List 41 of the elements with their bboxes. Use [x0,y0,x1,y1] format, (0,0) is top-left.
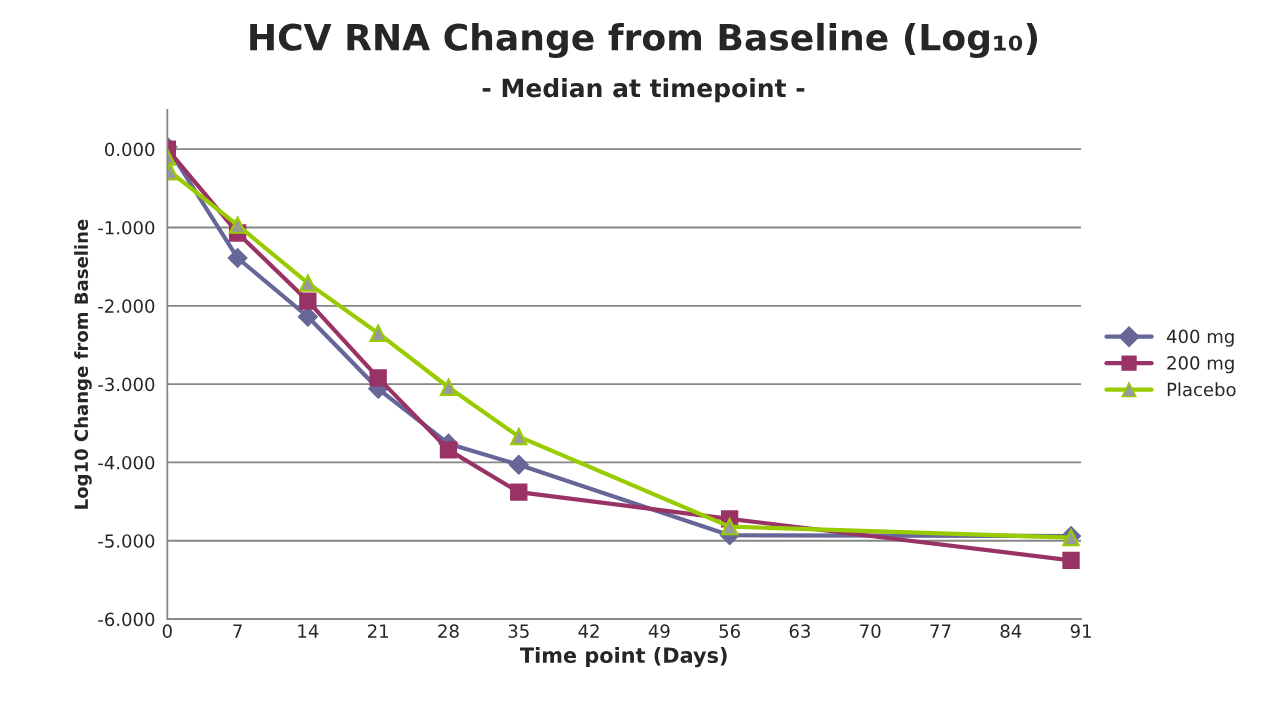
x-tick-label: 42 [578,624,599,638]
point [369,324,387,342]
x-axis-title: Time point (Days) [520,646,727,668]
x-tick-label: 49 [648,624,670,638]
x-tick-label: 77 [930,624,951,638]
y-axis-title: Log10 Change from Baseline [74,219,92,509]
chart-subtitle: - Median at timepoint - [482,78,805,103]
y-tick-label: -1.000 [98,220,155,235]
point [510,427,528,446]
point [299,274,317,292]
x-tick-label: 14 [298,624,319,638]
point [227,248,248,268]
point [510,483,528,501]
point [439,378,458,396]
legend-label: 200 mg [1167,356,1234,374]
point [299,292,317,310]
y-tick-label: -6.000 [98,612,155,627]
x-tick-label: 70 [860,624,881,638]
x-tick-label: 28 [438,624,459,638]
x-tick-label: 7 [233,624,242,638]
point [228,216,247,234]
x-tick-label: 63 [789,624,810,638]
x-tick-label: 0 [162,624,172,638]
x-tick-label: 35 [508,624,529,638]
x-tick-label: 91 [1070,624,1091,638]
x-tick-label: 84 [1000,624,1022,638]
point [720,517,739,536]
y-tick-label: 0.000 [105,142,155,157]
chart-title: HCV RNA Change from Baseline (Log₁₀) [250,22,1038,59]
legend-label: 400 mg [1166,329,1234,347]
legend-label: Placebo [1167,382,1236,397]
point [369,369,387,387]
point [1062,551,1080,569]
point [439,441,458,459]
x-tick-label: 21 [368,624,388,638]
x-tick-label: 56 [719,624,740,638]
y-tick-label: -4.000 [98,455,155,470]
y-tick-label: -5.000 [98,534,155,548]
y-tick-label: -3.000 [98,377,155,392]
y-tick-label: -2.000 [98,299,155,313]
point [508,454,529,475]
